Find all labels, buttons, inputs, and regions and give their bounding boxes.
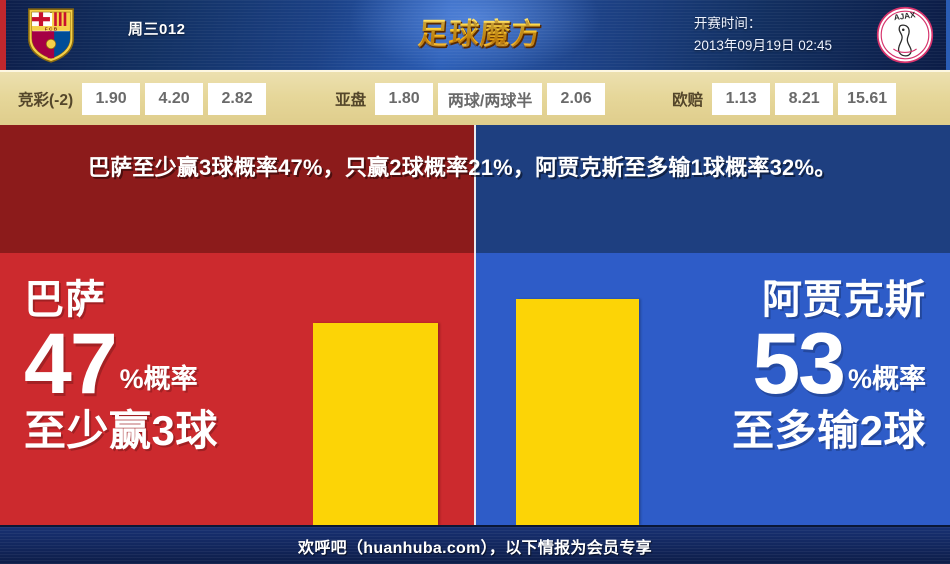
- kickoff-info: 开赛时间： 2013年09月19日 02:45: [694, 13, 832, 57]
- home-headline-band: [0, 125, 475, 253]
- probability-chart-area: 巴萨至少赢3球概率47%，只赢2球概率21%，阿贾克斯至多输1球概率32%。 巴…: [0, 125, 950, 525]
- header-bar: F C B 周三012 足球魔方 足球魔方 开赛时间： 2013年09月19日 …: [0, 0, 950, 70]
- odds-value-jingcai-away[interactable]: 2.82: [208, 82, 267, 115]
- away-stats: 阿贾克斯 53 %概率 至多输2球: [636, 277, 926, 455]
- away-outcome-label: 至多输2球: [732, 407, 926, 454]
- odds-label-jingcai: 竞彩(-2): [18, 91, 74, 109]
- home-probability-value: 47: [24, 316, 118, 412]
- odds-group-asian-handicap: 亚盘 1.80 两球/两球半 2.06: [335, 82, 610, 115]
- odds-bar: 竞彩(-2) 1.90 4.20 2.82 亚盘 1.80 两球/两球半 2.0…: [0, 70, 950, 125]
- svg-text:AJAX: AJAX: [893, 10, 916, 22]
- odds-value-jingcai-home[interactable]: 1.90: [82, 82, 141, 115]
- home-stats: 巴萨 47 %概率 至少赢3球: [24, 277, 294, 455]
- match-number: 周三012: [128, 21, 186, 38]
- odds-group-jingcai: 竞彩(-2) 1.90 4.20 2.82: [18, 82, 271, 115]
- away-team-name: 阿贾克斯: [762, 278, 926, 322]
- footer-promo-text: 欢呼吧（huanhuba.com），以下情报为会员专享: [298, 539, 652, 557]
- bar-away-probability: [516, 299, 639, 525]
- panel-divider: [474, 125, 476, 525]
- odds-value-jingcai-draw[interactable]: 4.20: [145, 82, 204, 115]
- away-probability-unit: %概率: [847, 364, 926, 394]
- away-probability-value: 53: [752, 316, 846, 412]
- svg-text:F C B: F C B: [45, 26, 58, 32]
- home-probability-row: 47 %概率: [24, 316, 294, 412]
- odds-value-euro-away[interactable]: 15.61: [838, 82, 897, 115]
- home-team-name: 巴萨: [24, 278, 106, 322]
- home-probability-unit: %概率: [119, 364, 198, 394]
- odds-value-asian-away[interactable]: 2.06: [547, 82, 606, 115]
- home-outcome-label: 至少赢3球: [24, 407, 218, 454]
- fc-barcelona-crest-icon: F C B: [28, 8, 74, 63]
- footer-bar: 欢呼吧（huanhuba.com），以下情报为会员专享: [0, 525, 950, 564]
- odds-label-asian-handicap: 亚盘: [335, 91, 367, 109]
- brand-logo: 足球魔方: [416, 9, 543, 53]
- kickoff-value: 2013年09月19日 02:45: [693, 38, 832, 53]
- header-left-accent-stripe: [0, 0, 6, 70]
- odds-value-euro-home[interactable]: 1.13: [712, 82, 771, 115]
- ajax-crest-icon: AJAX: [876, 6, 934, 64]
- kickoff-label: 开赛时间：: [693, 16, 762, 31]
- odds-value-euro-draw[interactable]: 8.21: [775, 82, 834, 115]
- odds-value-asian-home[interactable]: 1.80: [375, 82, 434, 115]
- header-right-accent-stripe: [946, 0, 950, 70]
- odds-label-european: 欧赔: [672, 91, 704, 109]
- away-probability-row: 53 %概率: [636, 316, 926, 412]
- away-headline-band: [475, 125, 950, 253]
- headline-summary: 巴萨至少赢3球概率47%，只赢2球概率21%，阿贾克斯至多输1球概率32%。: [88, 155, 837, 180]
- bar-home-probability: [313, 323, 438, 525]
- odds-group-european: 欧赔 1.13 8.21 15.61: [672, 82, 901, 115]
- odds-value-asian-line[interactable]: 两球/两球半: [438, 82, 543, 115]
